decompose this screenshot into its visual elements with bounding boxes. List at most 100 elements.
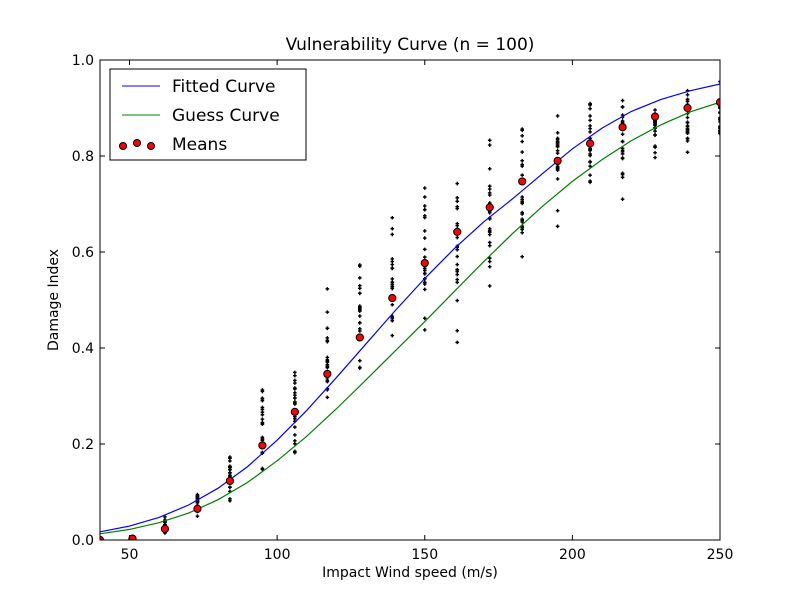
- sample-point: [455, 262, 460, 267]
- sample-point: [588, 126, 592, 131]
- sample-point: [588, 118, 592, 123]
- sample-point: [390, 333, 395, 338]
- sample-point: [455, 298, 460, 303]
- sample-point: [390, 280, 395, 284]
- sample-point: [588, 159, 592, 164]
- sample-point: [620, 152, 625, 156]
- sample-point: [390, 262, 395, 267]
- legend-fitted-label: Fitted Curve: [172, 77, 275, 97]
- sample-point: [685, 93, 690, 97]
- sample-point: [390, 315, 395, 320]
- sample-point: [293, 370, 297, 375]
- y-tick-label: 0.8: [72, 149, 94, 165]
- sample-point: [685, 150, 690, 155]
- sample-point: [588, 103, 592, 107]
- sample-point: [620, 156, 625, 161]
- mean-point: [585, 139, 595, 148]
- mean-point: [355, 333, 364, 342]
- sample-point: [588, 148, 592, 153]
- sample-point: [422, 236, 427, 240]
- sample-point: [455, 247, 460, 252]
- sample-point: [588, 106, 592, 111]
- legend-means-marker: [133, 139, 141, 147]
- plot-frame: [99, 59, 721, 541]
- sample-point: [487, 138, 492, 143]
- mean-point: [128, 534, 137, 540]
- y-tick-label: 0.0: [72, 533, 94, 549]
- sample-point: [325, 326, 330, 331]
- sample-point: [520, 254, 524, 259]
- plot-clip-group: [100, 79, 720, 540]
- axis-ticks: 50 100 150 200 250 0.0 0.2 0.4 0.6 0.8 1.0: [72, 53, 734, 563]
- sample-point: [422, 195, 427, 199]
- sample-point: [653, 108, 657, 112]
- sample-point: [422, 280, 427, 285]
- sample-point: [358, 321, 362, 325]
- sample-point: [718, 110, 720, 114]
- mean-point: [388, 293, 397, 303]
- sample-point: [520, 139, 524, 144]
- sample-point: [520, 217, 524, 222]
- sample-point: [228, 455, 232, 459]
- sample-point: [718, 126, 720, 131]
- sample-point: [718, 131, 720, 136]
- sample-point: [487, 240, 492, 245]
- sample-point: [358, 291, 362, 296]
- sample-point: [520, 127, 524, 131]
- sample-point: [487, 228, 492, 233]
- sample-point: [260, 435, 265, 440]
- chart-title: Vulnerability Curve (n = 100): [286, 35, 535, 55]
- sample-point: [293, 378, 297, 383]
- x-tick-label: 50: [121, 547, 139, 563]
- sample-point: [325, 379, 330, 384]
- sample-point: [422, 215, 427, 220]
- sample-point: [685, 136, 690, 141]
- sample-point: [293, 396, 297, 400]
- sample-point: [390, 215, 395, 220]
- sample-point: [358, 306, 362, 310]
- sample-point: [520, 197, 524, 202]
- sample-point: [718, 104, 720, 109]
- sample-point: [620, 105, 625, 109]
- y-tick-label: 0.6: [72, 245, 94, 261]
- sample-point: [487, 166, 492, 171]
- sample-point: [325, 388, 330, 392]
- sample-point: [293, 391, 297, 395]
- mean-point: [618, 123, 627, 132]
- sample-point: [390, 318, 395, 323]
- sample-point: [422, 271, 427, 275]
- sample-point: [325, 339, 330, 344]
- sample-point: [653, 155, 657, 160]
- sample-point: [520, 212, 524, 216]
- y-tick-label: 1.0: [72, 53, 94, 69]
- sample-point: [260, 398, 265, 403]
- sample-point: [422, 247, 427, 252]
- sample-point: [195, 514, 200, 519]
- sample-point: [718, 128, 720, 132]
- sample-point: [422, 229, 427, 233]
- sample-point: [620, 139, 625, 144]
- sample-point: [487, 259, 492, 264]
- sample-point: [620, 172, 625, 177]
- sample-point: [520, 230, 524, 235]
- sample-point: [718, 130, 720, 135]
- sample-point: [718, 116, 720, 121]
- sample-point: [588, 173, 592, 177]
- sample-point: [718, 111, 720, 115]
- legend-means-marker: [147, 142, 155, 150]
- sample-point: [358, 283, 362, 288]
- sample-point: [520, 150, 524, 154]
- mean-point: [553, 156, 562, 165]
- sample-point: [390, 277, 395, 281]
- sample-point: [487, 193, 492, 197]
- sample-point: [555, 177, 560, 181]
- sample-point: [293, 450, 297, 455]
- sample-point: [718, 79, 720, 84]
- sample-point: [325, 310, 330, 314]
- mean-point: [518, 177, 527, 186]
- mean-point: [420, 258, 429, 268]
- sample-point: [358, 366, 362, 370]
- sample-point: [555, 151, 560, 156]
- sample-point: [228, 485, 232, 489]
- sample-point: [718, 106, 720, 111]
